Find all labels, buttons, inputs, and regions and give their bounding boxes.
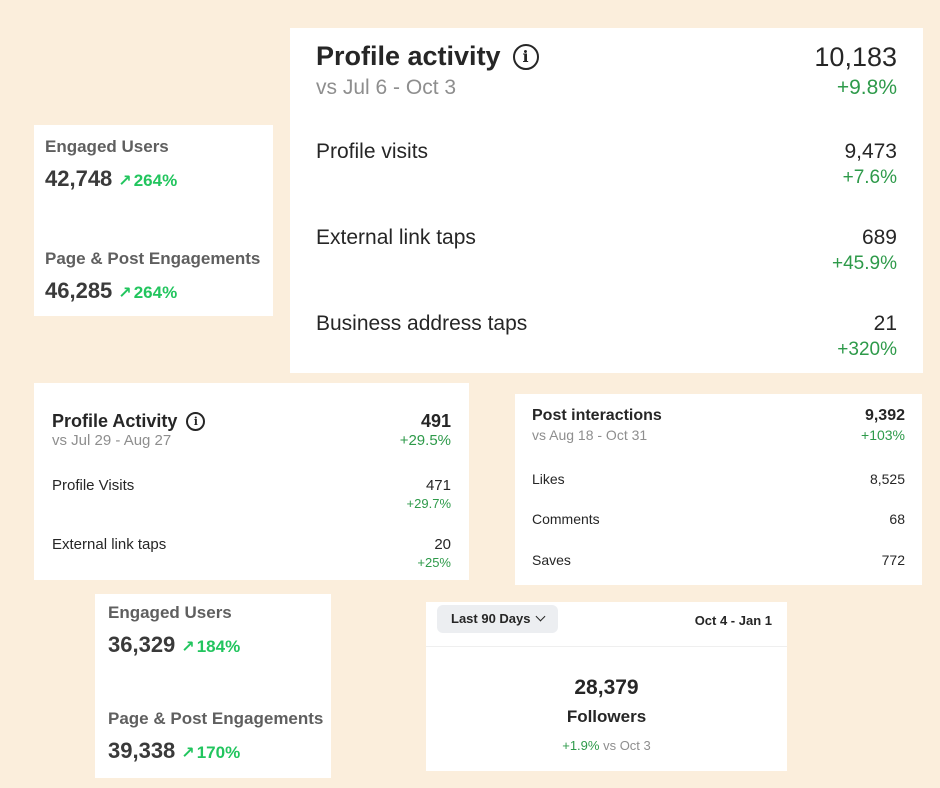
divider <box>426 646 787 647</box>
engagements-change: 170% <box>196 743 241 762</box>
metric-label: Comments <box>532 511 600 527</box>
metric-value: 68 <box>889 511 905 527</box>
card-subtitle: vs Jul 6 - Oct 3 <box>316 76 457 99</box>
metric-label: Profile visits <box>316 140 429 163</box>
metric-label: Business address taps <box>316 312 528 335</box>
engagements-label: Page & Post Engagements <box>108 709 324 728</box>
trend-up-icon: ↗ <box>118 285 132 302</box>
metric-label: External link taps <box>316 226 476 249</box>
card-total: 491 <box>420 411 451 431</box>
engagements-value: 39,338 <box>108 738 176 763</box>
card-total: 9,392 <box>864 407 905 424</box>
followers-change: +1.9% <box>562 738 600 753</box>
metric-change: +7.6% <box>842 167 897 188</box>
engaged-users-card-1: Engaged Users 42,748 ↗ 264% Page & Post En… <box>34 125 273 316</box>
metric-label: Likes <box>532 471 565 487</box>
profile-activity-card-small: Profile Activity i vs Jul 29 - Aug 27 491… <box>34 383 469 580</box>
engaged-users-value-row: 36,329 ↗ 184% <box>108 632 240 658</box>
engaged-users-change: 264% <box>133 171 178 190</box>
card-title-row: Profile Activity i <box>52 411 206 432</box>
trend-up-icon: ↗ <box>118 173 132 190</box>
card-title-row: Profile activity i <box>316 41 539 72</box>
engaged-users-label: Engaged Users <box>108 603 232 622</box>
engaged-users-value: 42,748 <box>45 166 113 191</box>
engagements-change: 264% <box>133 283 178 302</box>
card-subtitle: vs Aug 18 - Oct 31 <box>532 427 648 443</box>
metric-value: 8,525 <box>869 471 905 487</box>
info-icon[interactable]: i <box>186 412 206 431</box>
metric-label: Saves <box>532 552 571 568</box>
metric-value: 772 <box>881 552 905 568</box>
followers-label: Followers <box>566 707 647 726</box>
chevron-down-icon <box>535 611 545 622</box>
post-interactions-card: Post interactions vs Aug 18 - Oct 31 9,3… <box>515 394 922 585</box>
engaged-users-label: Engaged Users <box>45 137 169 156</box>
engaged-users-change: 184% <box>196 637 241 656</box>
engaged-users-card-2: Engaged Users 36,329 ↗ 184% Page & Post En… <box>95 594 331 778</box>
card-total-change: +29.5% <box>399 432 451 449</box>
metric-change: +25% <box>417 555 451 570</box>
metric-value: 689 <box>861 226 897 249</box>
trend-up-icon: ↗ <box>181 745 195 762</box>
engaged-users-value: 36,329 <box>108 632 176 657</box>
card-total: 10,183 <box>814 42 897 72</box>
trend-up-icon: ↗ <box>181 639 195 656</box>
date-range-label: Last 90 Days <box>451 611 531 626</box>
card-subtitle: vs Jul 29 - Aug 27 <box>52 432 172 449</box>
metric-value: 20 <box>434 536 451 553</box>
profile-activity-card-large: Profile activity i vs Jul 6 - Oct 3 10,18… <box>290 28 923 373</box>
card-total-change: +103% <box>861 427 905 443</box>
followers-count: 28,379 <box>574 676 639 699</box>
engagements-value: 46,285 <box>45 278 113 303</box>
metric-label: External link taps <box>52 536 167 553</box>
metric-label: Profile Visits <box>52 477 135 494</box>
engagements-value-row: 46,285 ↗ 264% <box>45 278 177 304</box>
date-range-dropdown[interactable]: Last 90 Days <box>437 605 558 633</box>
followers-change-row: +1.9% vs Oct 3 <box>426 738 787 753</box>
followers-card: Last 90 Days Oct 4 - Jan 1 28,379 Follow… <box>426 602 787 771</box>
card-total-change: +9.8% <box>836 76 897 99</box>
engagements-value-row: 39,338 ↗ 170% <box>108 738 240 764</box>
card-title: Profile Activity <box>52 411 178 431</box>
metric-change: +45.9% <box>832 253 897 274</box>
info-icon[interactable]: i <box>512 44 539 70</box>
metric-value: 21 <box>873 312 897 335</box>
metric-value: 471 <box>425 477 451 494</box>
metric-change: +29.7% <box>406 496 451 511</box>
card-title: Post interactions <box>532 407 662 424</box>
metric-value: 9,473 <box>844 140 897 163</box>
followers-change-suffix: vs Oct 3 <box>599 738 651 753</box>
date-range-text: Oct 4 - Jan 1 <box>694 613 772 628</box>
engagements-label: Page & Post Engagements <box>45 249 261 268</box>
card-title: Profile activity <box>316 41 501 71</box>
engaged-users-value-row: 42,748 ↗ 264% <box>45 166 177 192</box>
metric-change: +320% <box>837 339 897 360</box>
